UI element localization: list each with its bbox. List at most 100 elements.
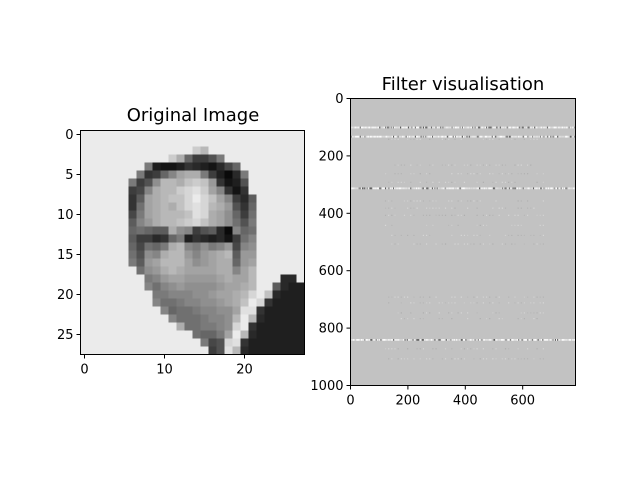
filter-faint-pixel (403, 181, 406, 183)
image-pixel (224, 234, 233, 243)
filter-faint-pixel (495, 164, 497, 166)
filter-strong-pixel (405, 126, 407, 129)
image-pixel (96, 178, 105, 187)
filter-strong-pixel (419, 126, 421, 129)
filter-strong-pixel (375, 187, 378, 190)
filter-strong-pixel (429, 187, 432, 190)
image-pixel (160, 282, 169, 291)
filter-strong-pixel (406, 338, 409, 341)
filter-strong-pixel (489, 187, 491, 190)
filter-strong-pixel (453, 135, 456, 138)
image-pixel (216, 202, 225, 211)
filter-faint-pixel (391, 200, 393, 202)
filter-faint-pixel (407, 348, 409, 350)
image-pixel (120, 266, 129, 275)
filter-strong-pixel (490, 135, 492, 138)
filter-faint-pixel (451, 173, 453, 175)
filter-strong-pixel (358, 126, 360, 129)
filter-faint-pixel (391, 348, 393, 350)
image-pixel (112, 234, 121, 243)
image-pixel (248, 258, 257, 267)
filter-strong-pixel (552, 126, 554, 129)
filter-strong-pixel (480, 135, 482, 138)
filter-faint-pixel (501, 243, 503, 245)
image-pixel (112, 138, 121, 147)
filter-strong-pixel (351, 135, 353, 138)
filter-strong-pixel (419, 187, 421, 190)
filter-faint-pixel (470, 200, 472, 202)
filter-strong-pixel (489, 338, 491, 341)
image-pixel (200, 186, 209, 195)
filter-faint-pixel (416, 348, 418, 350)
filter-strong-pixel (451, 126, 453, 129)
filter-strong-pixel (395, 338, 397, 341)
filter-strong-pixel (434, 126, 436, 129)
filter-faint-pixel (476, 224, 478, 226)
image-pixel (184, 266, 193, 275)
filter-faint-pixel (463, 181, 466, 183)
image-pixel (128, 130, 137, 139)
image-pixel (248, 202, 257, 211)
filter-faint-pixel (394, 207, 396, 209)
image-pixel (88, 186, 97, 195)
filter-faint-pixel (523, 243, 526, 245)
image-pixel (248, 210, 257, 219)
filter-strong-pixel (535, 338, 537, 341)
filter-strong-pixel (515, 187, 518, 190)
filter-strong-pixel (384, 126, 387, 129)
filter-faint-pixel (425, 224, 428, 226)
filter-faint-pixel (463, 234, 466, 237)
image-pixel (224, 314, 233, 323)
filter-strong-pixel (481, 187, 483, 190)
filter-strong-pixel (522, 135, 524, 138)
image-pixel (168, 282, 177, 291)
image-pixel (272, 290, 281, 299)
filter-faint-pixel (413, 296, 415, 298)
filter-strong-pixel (456, 338, 458, 341)
image-pixel (184, 138, 193, 147)
filter-strong-pixel (384, 338, 387, 341)
image-pixel (80, 266, 89, 275)
image-pixel (192, 282, 201, 291)
image-pixel (208, 250, 217, 259)
filter-faint-pixel (429, 173, 431, 175)
filter-strong-pixel (511, 187, 513, 190)
filter-strong-pixel (546, 187, 549, 190)
filter-background (350, 98, 576, 386)
image-pixel (256, 338, 265, 347)
filter-strong-pixel (530, 338, 533, 341)
image-pixel (120, 258, 129, 267)
filter-strong-pixel (467, 338, 469, 341)
image-pixel (232, 234, 241, 243)
filter-faint-pixel (451, 224, 453, 226)
image-pixel (160, 186, 169, 195)
image-pixel (160, 258, 169, 267)
image-pixel (288, 242, 297, 251)
filter-strong-pixel (495, 135, 497, 138)
filter-strong-pixel (450, 187, 452, 190)
filter-strong-pixel (360, 135, 363, 138)
image-pixel (152, 138, 161, 147)
image-pixel (112, 186, 121, 195)
image-pixel (176, 226, 185, 235)
filter-strong-pixel (427, 126, 429, 129)
filter-strong-pixel (547, 126, 550, 129)
image-pixel (200, 306, 209, 315)
filter-strong-pixel (519, 187, 521, 190)
image-pixel (88, 274, 97, 283)
image-pixel (216, 194, 225, 203)
filter-faint-pixel (413, 214, 415, 216)
filter-faint-pixel (460, 296, 462, 298)
filter-strong-pixel (387, 126, 389, 129)
filter-strong-pixel (352, 135, 355, 138)
filter-strong-pixel (457, 187, 459, 190)
filter-faint-pixel (527, 358, 529, 360)
filter-faint-pixel (425, 181, 428, 183)
filter-strong-pixel (531, 126, 534, 129)
image-pixel (240, 138, 249, 147)
filter-faint-pixel (498, 318, 500, 320)
image-pixel (144, 314, 153, 323)
image-pixel (104, 322, 113, 331)
image-pixel (104, 226, 113, 235)
image-pixel (104, 266, 113, 275)
